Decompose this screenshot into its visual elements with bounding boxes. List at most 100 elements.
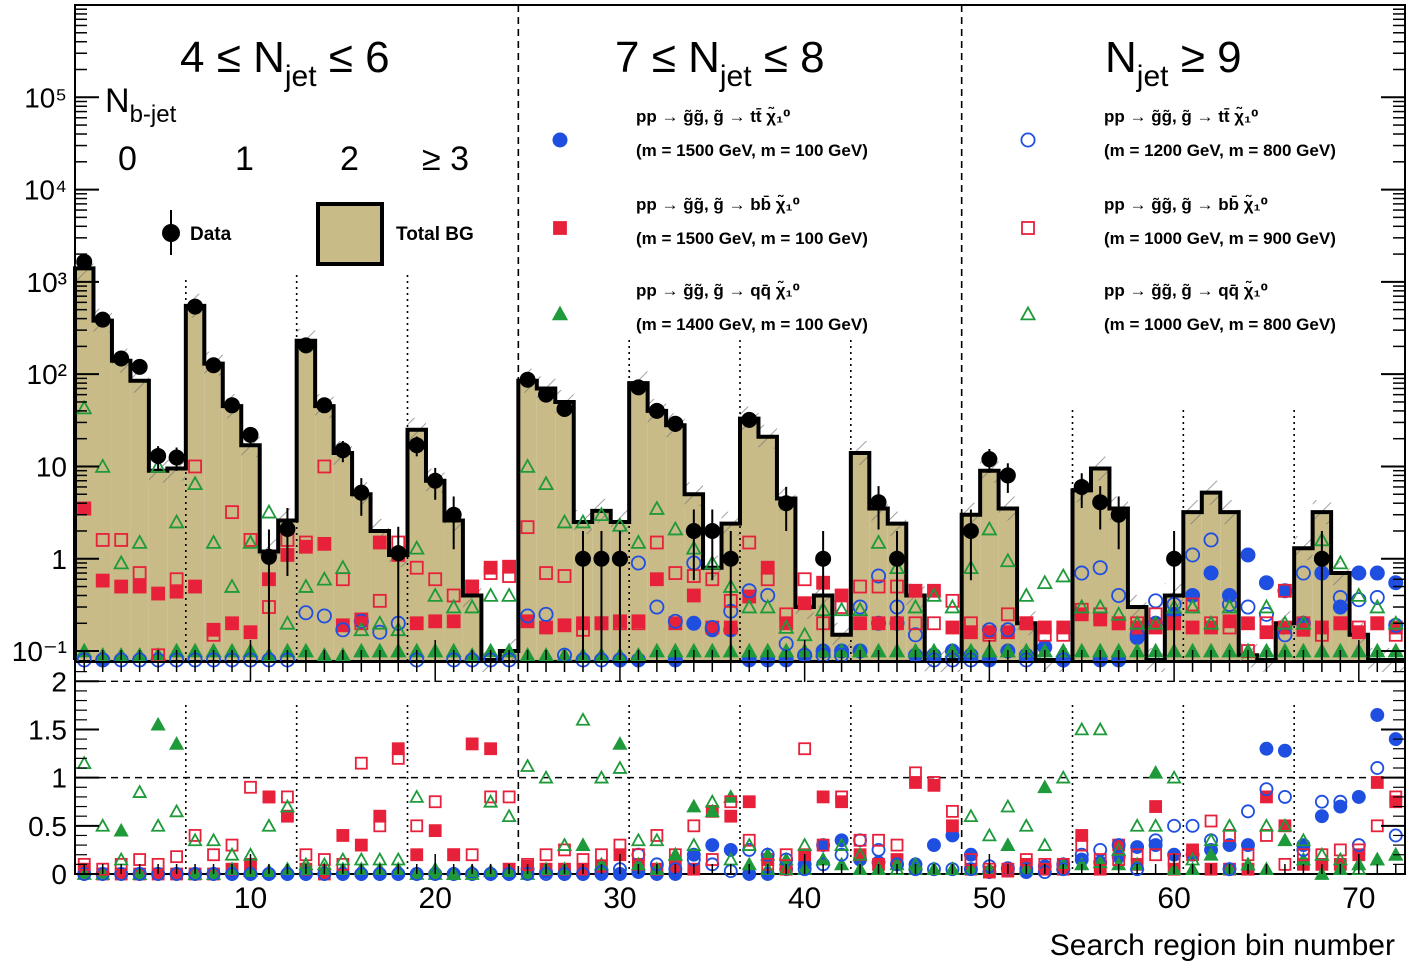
bg-bar: [111, 360, 131, 660]
ratio-marker-6: [205, 832, 222, 847]
legend-signal-process: pp → g̃g̃, g̃ → tt̄ χ̃₁⁰: [636, 106, 791, 126]
ratio-marker-1: [927, 838, 941, 853]
data-point: [390, 545, 407, 562]
ratio-marker-5: [539, 848, 553, 862]
signal-marker-s2: [1241, 616, 1255, 631]
signal-marker-s5: [465, 579, 480, 594]
signal-marker-s6: [999, 552, 1016, 568]
ratio-marker-5: [391, 751, 405, 765]
ratio-marker-6: [224, 846, 240, 861]
ratio-marker-2: [410, 848, 424, 862]
signal-marker-s4: [538, 606, 554, 622]
x-axis: 10 20 30 40 50 60 70: [83, 640, 1397, 915]
signal-marker-s2: [206, 622, 221, 637]
signal-marker-s6: [1202, 614, 1220, 630]
lower-y-axis: 0 0.5 1 1.5 2: [28, 666, 1405, 890]
ratio-marker-5: [1297, 848, 1310, 862]
ratio-marker-4: [1333, 794, 1348, 809]
ratio-marker-6: [169, 803, 185, 818]
bg-bar: [1220, 512, 1239, 660]
njet-labels: 4 ≤ Njet ≤ 6 7 ≤ Njet ≤ 8 Njet ≥ 9: [180, 33, 1242, 93]
signal-marker-s5: [871, 579, 886, 594]
signal-marker-s6: [223, 578, 241, 593]
data-point: [630, 379, 647, 396]
data-point: [981, 451, 998, 468]
ratio-marker-2: [428, 824, 442, 838]
signal-marker-s6: [870, 534, 887, 549]
signal-marker-s4: [1295, 565, 1311, 581]
signal-marker-s6: [981, 520, 998, 536]
lower-y-tick-label: 1: [51, 763, 67, 794]
signal-marker-s5: [1000, 607, 1015, 622]
signal-marker-s5: [908, 616, 923, 631]
ratio-marker-6: [1221, 818, 1238, 832]
data-point: [334, 442, 351, 459]
data-point: [574, 550, 591, 567]
ratio-marker-1: [1241, 838, 1255, 853]
data-point: [408, 437, 425, 454]
ratio-marker-6: [132, 784, 148, 798]
ratio-marker-5: [595, 848, 608, 862]
ratio-marker-5: [207, 848, 220, 862]
ratio-marker-6: [870, 861, 887, 876]
njet-label-high: Njet ≥ 9: [1105, 33, 1242, 93]
data-point: [316, 397, 333, 414]
ratio-marker-6: [649, 832, 665, 847]
legend-signal-process: pp → g̃g̃, g̃ → qq̄ χ̃₁⁰: [1104, 280, 1268, 300]
ratio-marker-5: [428, 795, 442, 809]
lower-y-tick-label: 1.5: [28, 714, 67, 745]
ratio-marker-5: [1204, 814, 1218, 828]
ratio-marker-5: [835, 790, 848, 804]
signal-marker-s6: [907, 598, 924, 614]
ratio-marker-4: [1093, 842, 1108, 857]
signal-marker-s5: [132, 566, 147, 580]
ratio-marker-5: [798, 742, 812, 756]
ratio-marker-2: [447, 848, 461, 862]
signal-marker-s5: [520, 520, 535, 535]
data-point: [519, 371, 536, 388]
signal-marker-s5: [1259, 616, 1274, 631]
ratio-marker-4: [1074, 847, 1089, 862]
signal-marker-s6: [334, 559, 351, 575]
signal-marker-s2: [299, 539, 313, 554]
bg-bar: [703, 567, 722, 660]
signal-marker-s5: [539, 566, 553, 580]
data-point: [870, 494, 887, 511]
signal-marker-s6: [556, 513, 573, 529]
nbjet-label-0: 0: [118, 140, 137, 178]
signal-marker-s6: [94, 458, 111, 473]
ratio-marker-2: [724, 809, 738, 823]
signal-marker-s6: [851, 601, 869, 617]
ratio-marker-4: [1185, 818, 1200, 833]
signal-marker-s5: [1056, 627, 1071, 642]
bg-bar: [536, 388, 556, 660]
ratio-marker-3: [1000, 837, 1016, 851]
data-point: [889, 550, 906, 567]
signal-marker-s1: [686, 615, 702, 631]
signal-marker-s2: [225, 616, 239, 631]
signal-marker-s5: [409, 560, 424, 575]
data-point: [648, 402, 665, 419]
ratio-marker-3: [1203, 846, 1219, 861]
ratio-marker-6: [483, 793, 499, 808]
signal-marker-s2: [114, 579, 129, 594]
signal-marker-s6: [186, 475, 204, 491]
nbjet-label-1: 1: [235, 140, 254, 178]
data-point: [722, 550, 739, 567]
ratio-marker-5: [687, 819, 701, 833]
ratio-marker-4: [760, 847, 775, 862]
signal-marker-s4: [1203, 532, 1219, 548]
signal-marker-s6: [131, 534, 148, 549]
signal-marker-s4: [1240, 599, 1256, 615]
ratio-marker-6: [1314, 846, 1330, 861]
signal-marker-s6: [833, 601, 850, 617]
signal-marker-s5: [1037, 627, 1052, 642]
signal-marker-s6: [778, 619, 795, 634]
ratio-marker-6: [834, 837, 850, 851]
signal-marker-s6: [76, 399, 93, 415]
signal-marker-s5: [964, 616, 978, 631]
ratio-marker-5: [1186, 848, 1199, 862]
ratio-marker-3: [1037, 779, 1053, 794]
bg-bar: [333, 452, 353, 660]
ratio-marker-3: [1148, 765, 1164, 779]
